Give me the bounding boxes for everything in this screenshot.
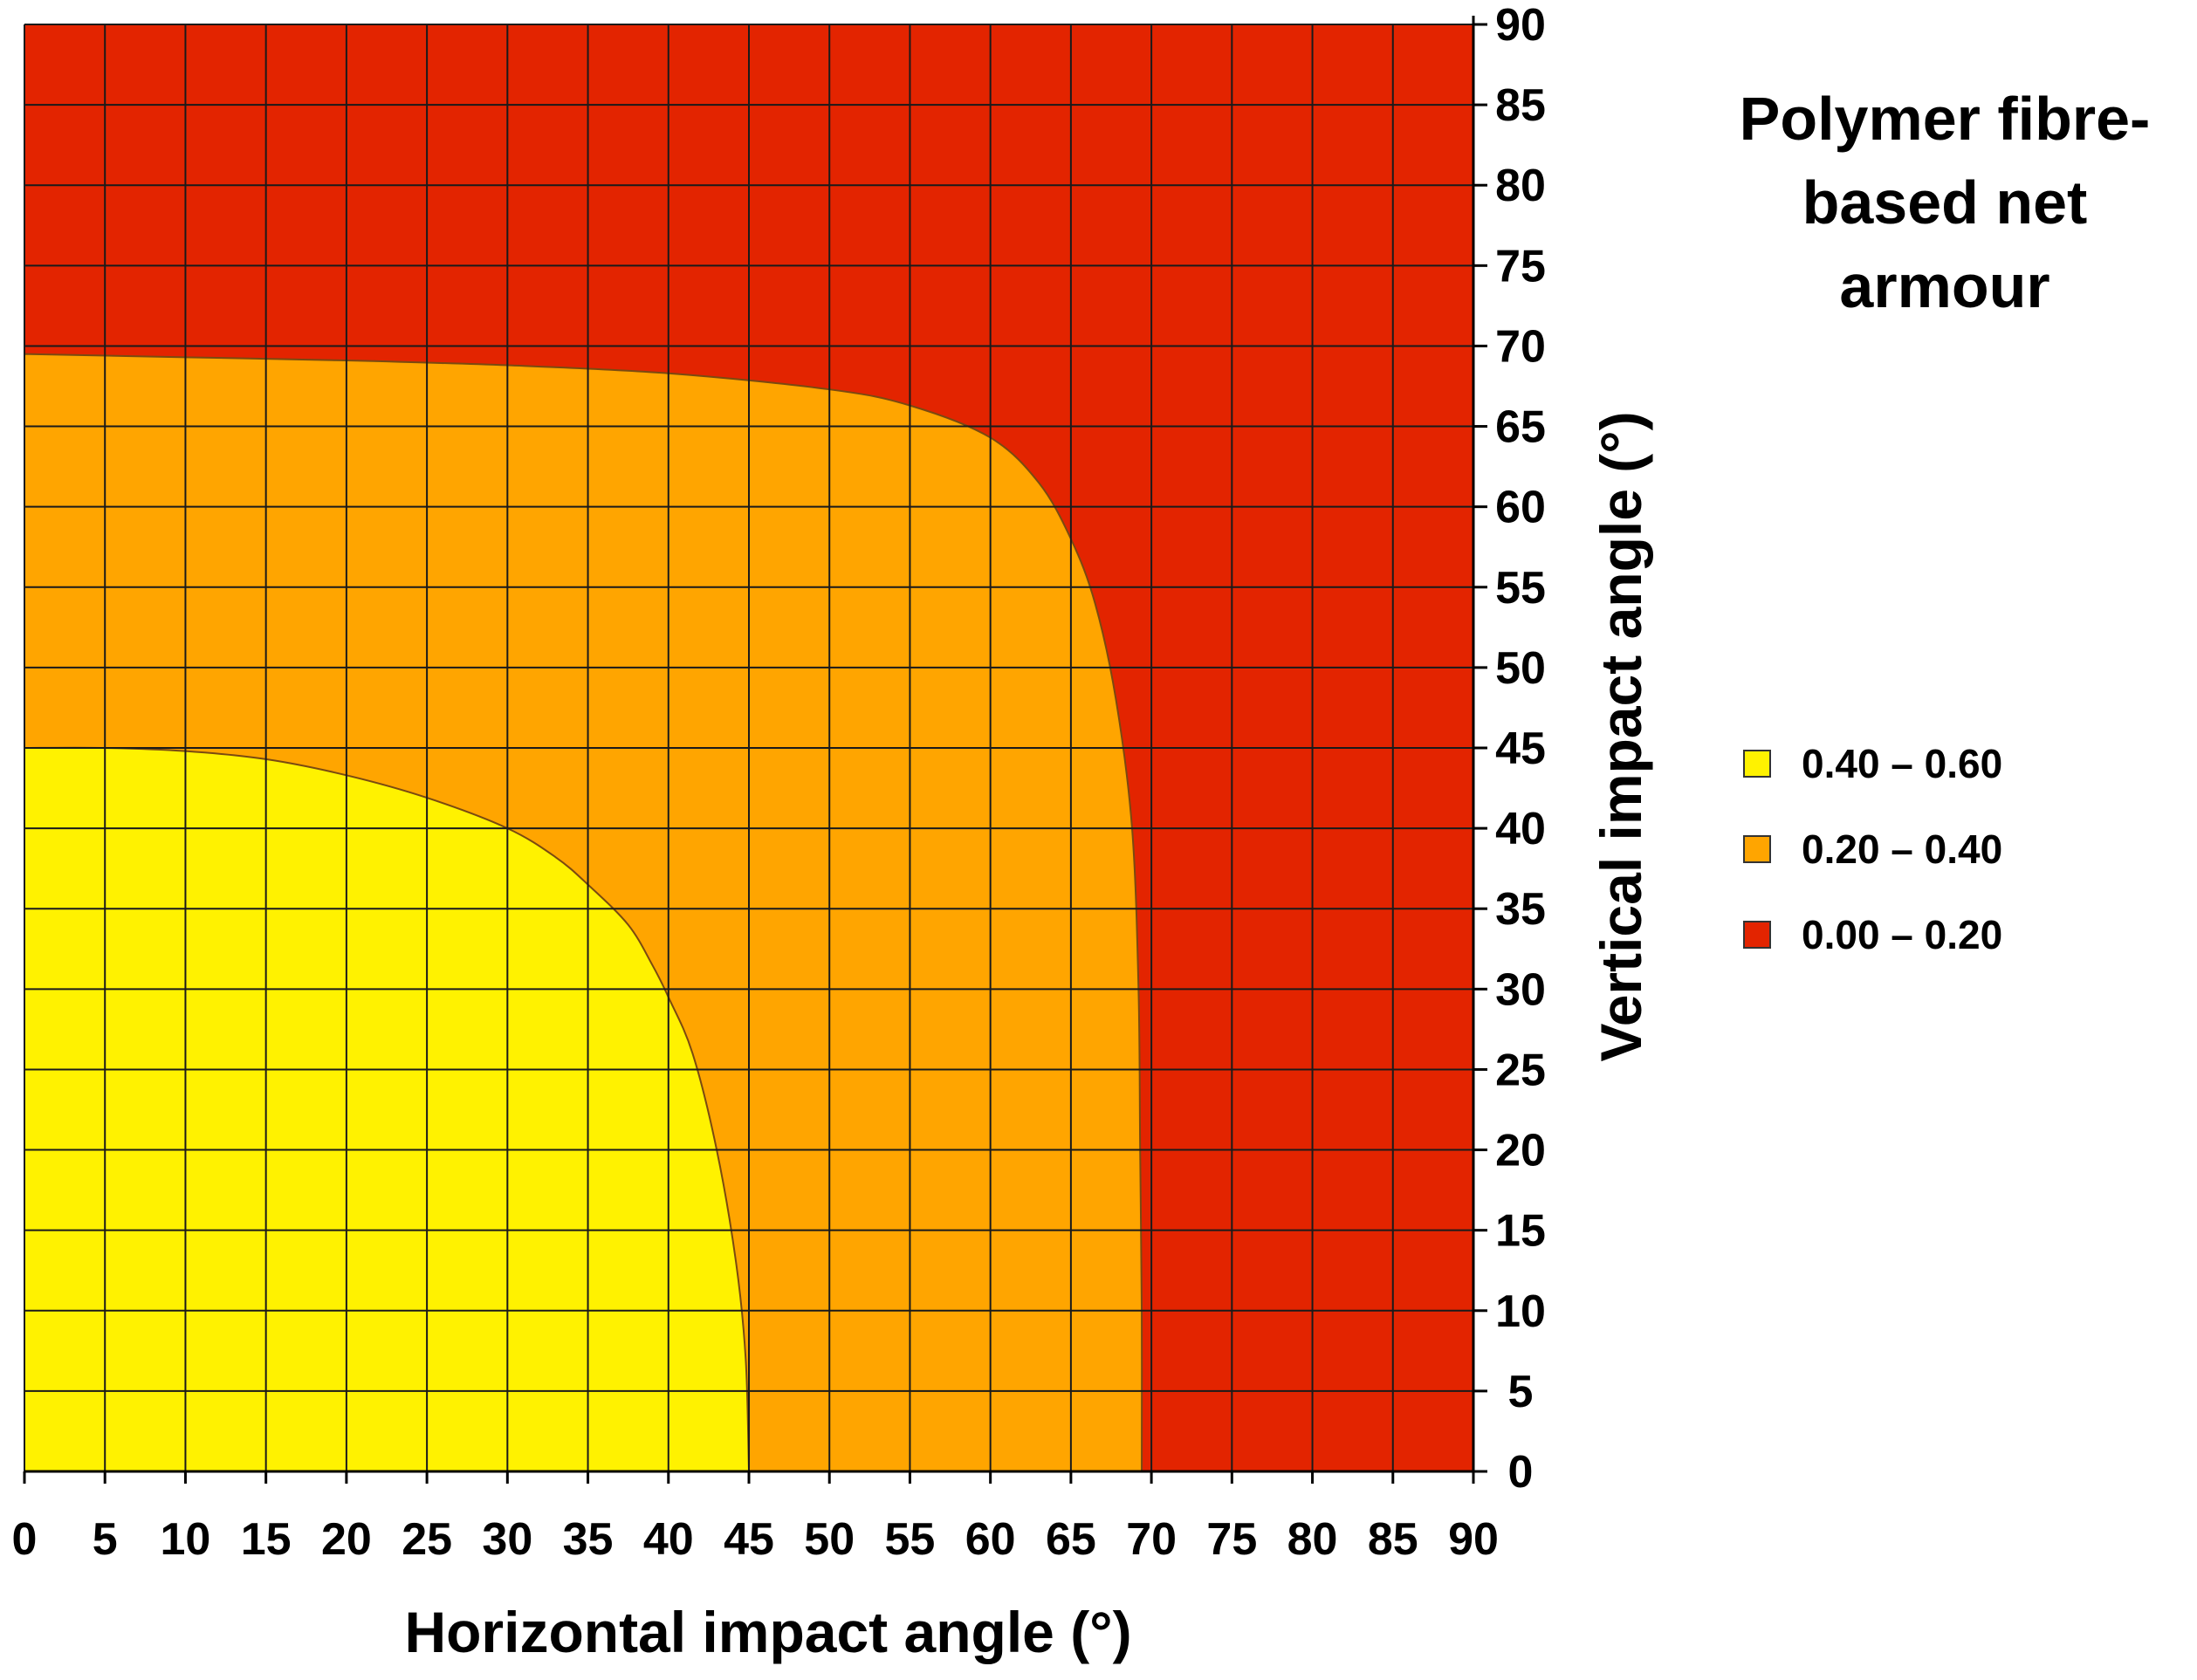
x-tick-label-75: 75 bbox=[1206, 1514, 1257, 1565]
y-tick-label-40: 40 bbox=[1495, 804, 1546, 854]
x-tick-label-0: 0 bbox=[12, 1514, 38, 1565]
legend-swatch-0-00-0-20 bbox=[1743, 921, 1771, 949]
grid-lines bbox=[24, 24, 1474, 1472]
x-tick-label-10: 10 bbox=[161, 1514, 211, 1565]
legend-label-0-40-0-60: 0.40 – 0.60 bbox=[1802, 741, 2002, 786]
legend-swatch-0-20-0-40 bbox=[1743, 835, 1771, 863]
x-tick-label-30: 30 bbox=[482, 1514, 532, 1565]
y-tick-label-45: 45 bbox=[1495, 723, 1546, 774]
y-axis-ticks: 0 5 10 15 20 25 30 35 40 45 50 55 60 65 70 75 80 85 90 bbox=[1473, 0, 1546, 1498]
legend-swatch-0-40-0-60 bbox=[1743, 750, 1771, 778]
y-tick-label-75: 75 bbox=[1495, 241, 1546, 291]
x-tick-label-70: 70 bbox=[1126, 1514, 1177, 1565]
x-tick-label-80: 80 bbox=[1287, 1514, 1338, 1565]
y-tick-label-15: 15 bbox=[1495, 1206, 1546, 1257]
chart-title-line-3: armour bbox=[1839, 252, 2049, 320]
y-tick-label-30: 30 bbox=[1495, 964, 1546, 1015]
y-tick-label-35: 35 bbox=[1495, 884, 1546, 935]
y-tick-label-10: 10 bbox=[1495, 1286, 1546, 1337]
legend-label-0-00-0-20: 0.00 – 0.20 bbox=[1802, 912, 2002, 957]
x-tick-label-35: 35 bbox=[563, 1514, 614, 1565]
legend-label-0-20-0-40: 0.20 – 0.40 bbox=[1802, 826, 2002, 872]
x-tick-label-65: 65 bbox=[1046, 1514, 1096, 1565]
chart-title: Polymer fibre- based net armour bbox=[1740, 85, 2151, 320]
y-tick-label-60: 60 bbox=[1495, 483, 1546, 533]
x-axis-title: Horizontal impact angle (°) bbox=[404, 1600, 1131, 1664]
x-tick-label-5: 5 bbox=[93, 1514, 118, 1565]
x-tick-label-45: 45 bbox=[724, 1514, 774, 1565]
y-tick-label-90: 90 bbox=[1495, 0, 1546, 51]
y-tick-label-65: 65 bbox=[1495, 402, 1546, 453]
y-axis-title: Vertical impact angle (°) bbox=[1589, 411, 1653, 1061]
y-tick-label-20: 20 bbox=[1495, 1126, 1546, 1176]
y-tick-label-5: 5 bbox=[1508, 1367, 1534, 1417]
x-tick-label-25: 25 bbox=[402, 1514, 452, 1565]
x-axis-ticks: 0 5 10 15 20 25 30 35 40 45 50 55 60 65 70 75 80 85 90 bbox=[12, 1471, 1499, 1565]
region-0-40-0-60 bbox=[24, 746, 751, 1472]
y-tick-label-25: 25 bbox=[1495, 1045, 1546, 1095]
chart-title-line-2: based net bbox=[1802, 168, 2088, 237]
x-tick-label-15: 15 bbox=[241, 1514, 292, 1565]
y-tick-label-70: 70 bbox=[1495, 321, 1546, 372]
y-tick-label-50: 50 bbox=[1495, 643, 1546, 694]
chart-title-line-1: Polymer fibre- bbox=[1740, 85, 2151, 153]
y-tick-label-85: 85 bbox=[1495, 80, 1546, 131]
y-tick-label-0: 0 bbox=[1508, 1447, 1534, 1498]
x-tick-label-20: 20 bbox=[321, 1514, 372, 1565]
y-tick-label-80: 80 bbox=[1495, 161, 1546, 211]
x-tick-label-50: 50 bbox=[804, 1514, 855, 1565]
x-tick-label-90: 90 bbox=[1448, 1514, 1499, 1565]
x-tick-label-40: 40 bbox=[643, 1514, 694, 1565]
legend: 0.40 – 0.60 0.20 – 0.40 0.00 – 0.20 bbox=[1743, 741, 2002, 957]
x-tick-label-60: 60 bbox=[965, 1514, 1016, 1565]
x-tick-label-85: 85 bbox=[1368, 1514, 1418, 1565]
y-tick-label-55: 55 bbox=[1495, 563, 1546, 614]
x-tick-label-55: 55 bbox=[885, 1514, 936, 1565]
